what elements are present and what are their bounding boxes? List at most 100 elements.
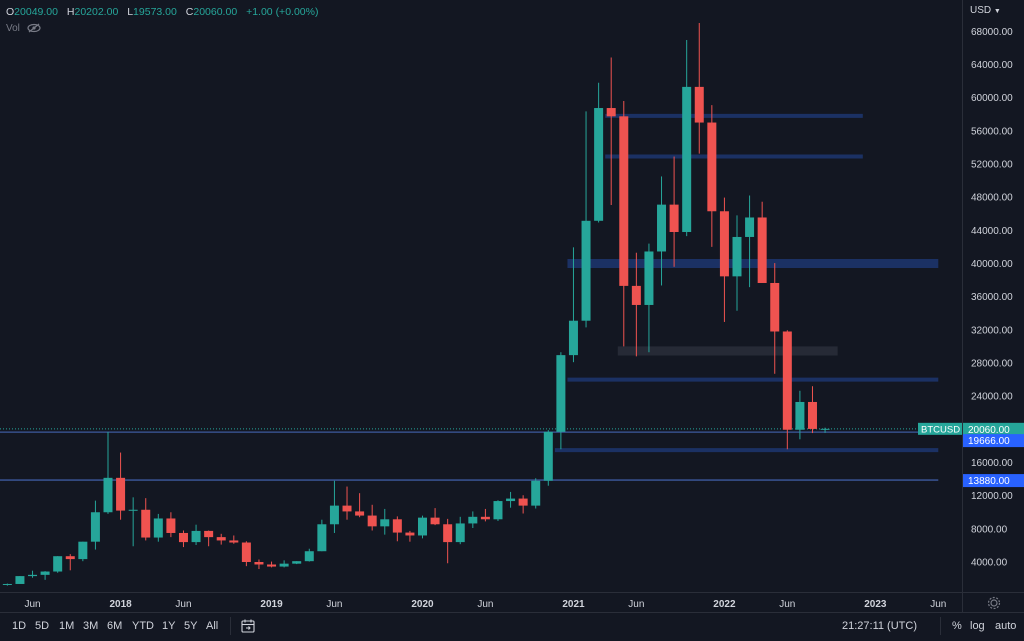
time-scale[interactable]: Jun 2018 Jun 2019 Jun 2020 Jun 2021 Jun 2022 Jun 20… (0, 592, 962, 613)
calendar-goto-icon[interactable] (240, 618, 256, 634)
candle-body (191, 530, 201, 543)
chart-plot-area[interactable]: BTCUSD (0, 0, 962, 592)
high-label: H (66, 6, 75, 18)
currency-selector[interactable]: USD ▼ (970, 5, 1001, 16)
candle-body (317, 524, 327, 552)
candle (606, 57, 616, 206)
ohlc-legend: O20049.00 H20202.00 L19573.00 C20060.00 … (6, 6, 324, 18)
candle (657, 176, 667, 286)
candle (178, 530, 188, 548)
range-3m-button[interactable]: 3M (83, 620, 99, 632)
candle (518, 495, 528, 514)
log-toggle-button[interactable]: log (970, 620, 985, 632)
candle (443, 518, 453, 564)
candle (807, 386, 817, 434)
change-value: +1.00 (+0.00%) (246, 6, 319, 18)
candle-body (216, 537, 226, 541)
candle (631, 252, 641, 357)
candle-body (355, 511, 365, 516)
candle (204, 530, 214, 547)
price-tick-label: 60000.00 (971, 93, 1013, 104)
candle-body (392, 519, 402, 533)
candle-body (719, 211, 729, 277)
candle-body (745, 217, 755, 237)
candle-body (657, 204, 667, 252)
candle-body (480, 516, 490, 520)
candle (15, 576, 25, 584)
auto-toggle-button[interactable]: auto (995, 620, 1017, 632)
candle-body (770, 282, 780, 332)
price-tick-label: 28000.00 (971, 359, 1013, 370)
range-1m-button[interactable]: 1M (59, 620, 75, 632)
settings-gear-icon[interactable] (963, 593, 1024, 613)
candle-body (166, 518, 176, 533)
range-1y-button[interactable]: 1Y (162, 620, 176, 632)
price-tick-label: 52000.00 (971, 160, 1013, 171)
time-tick-label: 2018 (109, 599, 132, 610)
symbol-badge-label: BTCUSD (921, 424, 960, 435)
candle (556, 352, 566, 450)
candle (468, 511, 478, 529)
range-5y-button[interactable]: 5Y (184, 620, 198, 632)
candle (28, 570, 38, 578)
candle-body (229, 540, 239, 543)
candle-body (631, 285, 641, 305)
candle-body (795, 401, 805, 430)
range-all-button[interactable]: All (206, 620, 219, 632)
price-tick-label: 36000.00 (971, 292, 1013, 303)
candle (65, 554, 75, 571)
candle-body (90, 512, 100, 542)
price-scale[interactable]: 4000.008000.0012000.0016000.0020000.0024… (962, 0, 1024, 592)
range-5d-button[interactable]: 5D (35, 620, 50, 632)
candle (304, 548, 314, 562)
candle-body (304, 551, 314, 562)
percent-toggle-button[interactable]: % (952, 620, 962, 632)
utc-clock[interactable]: 21:27:11 (UTC) (842, 620, 917, 632)
price-axis: 4000.008000.0012000.0016000.0020000.0024… (963, 27, 1024, 569)
candle-body (254, 562, 264, 565)
range-1d-button[interactable]: 1D (12, 620, 27, 632)
candle (153, 513, 163, 542)
time-tick-label: 2022 (713, 599, 736, 610)
candle-body (455, 523, 465, 543)
high-value: 20202.00 (74, 6, 119, 18)
candle-body (405, 532, 415, 536)
price-tick-label: 40000.00 (971, 259, 1013, 270)
open-label: O (6, 6, 15, 18)
time-tick-label: 2023 (864, 599, 887, 610)
currency-label: USD (970, 5, 992, 16)
time-tick-label: Jun (628, 599, 644, 610)
price-tick-label: 64000.00 (971, 60, 1013, 71)
range-6m-button[interactable]: 6M (107, 620, 123, 632)
candle-body (493, 501, 503, 520)
candle-body (644, 251, 654, 305)
candle-body (153, 518, 163, 538)
level-price-badge: 13880.00 (963, 474, 1024, 488)
range-ytd-button[interactable]: YTD (132, 620, 154, 632)
level-price-badge-text: 13880.00 (968, 476, 1010, 487)
candle-body (619, 116, 629, 286)
shaded-zone (617, 346, 838, 356)
candle-body (241, 542, 251, 562)
open-value: 20049.00 (14, 6, 58, 18)
candle (745, 195, 755, 288)
candle-body (568, 320, 578, 356)
candle (418, 515, 427, 539)
candle (53, 556, 63, 573)
candle (191, 524, 201, 546)
candle (380, 508, 390, 535)
candle (279, 560, 289, 568)
toolbar-divider-right (940, 617, 941, 635)
candle (267, 561, 277, 568)
time-tick-label: Jun (24, 599, 40, 610)
candle (103, 431, 113, 514)
candle (682, 40, 692, 237)
candle (719, 197, 729, 322)
candle-body (65, 556, 75, 560)
time-axis: Jun 2018 Jun 2019 Jun 2020 Jun 2021 Jun 2022 Jun 20… (24, 599, 946, 610)
time-tick-label: 2020 (411, 599, 434, 610)
candle-body (267, 564, 277, 567)
volume-label: Vol (6, 23, 20, 34)
candle-body (40, 571, 50, 575)
eye-hidden-icon[interactable] (27, 23, 41, 33)
